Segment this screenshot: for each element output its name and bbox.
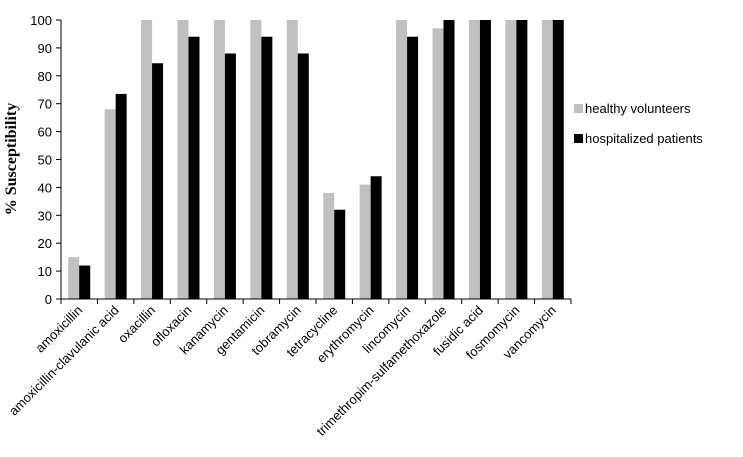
bar-hospitalized-patients bbox=[516, 20, 528, 299]
bar-healthy-volunteers bbox=[286, 20, 298, 299]
bar-healthy-volunteers bbox=[177, 20, 189, 299]
y-tick-label: 10 bbox=[38, 264, 52, 279]
bar-healthy-volunteers bbox=[323, 192, 335, 299]
bar-healthy-volunteers bbox=[541, 20, 553, 299]
bar-hospitalized-patients bbox=[297, 53, 309, 300]
bar-healthy-volunteers bbox=[505, 20, 517, 299]
bar-healthy-volunteers bbox=[250, 20, 262, 299]
y-tick-label: 20 bbox=[38, 236, 52, 251]
y-tick-label: 40 bbox=[38, 180, 52, 195]
bar-healthy-volunteers bbox=[359, 184, 371, 299]
bar-healthy-volunteers bbox=[104, 109, 116, 299]
bar-healthy-volunteers bbox=[468, 20, 480, 299]
y-tick-label: 80 bbox=[38, 69, 52, 84]
y-tick-label: 30 bbox=[38, 208, 52, 223]
bars bbox=[68, 20, 564, 300]
bar-hospitalized-patients bbox=[552, 20, 564, 299]
y-tick-label: 0 bbox=[45, 292, 52, 307]
bar-hospitalized-patients bbox=[334, 209, 346, 299]
bar-hospitalized-patients bbox=[443, 20, 455, 299]
bar-hospitalized-patients bbox=[224, 53, 236, 300]
bar-hospitalized-patients bbox=[407, 36, 419, 300]
legend-swatch bbox=[574, 134, 583, 143]
legend-label: healthy volunteers bbox=[585, 101, 691, 116]
y-tick-label: 60 bbox=[38, 125, 52, 140]
bar-healthy-volunteers bbox=[213, 20, 225, 299]
bar-hospitalized-patients bbox=[370, 176, 382, 299]
bar-hospitalized-patients bbox=[261, 36, 273, 300]
bar-healthy-volunteers bbox=[68, 257, 80, 299]
bar-hospitalized-patients bbox=[79, 265, 91, 299]
bar-hospitalized-patients bbox=[152, 63, 164, 300]
legend: healthy volunteers hospitalized patients bbox=[574, 101, 703, 146]
y-tick-label: 90 bbox=[38, 41, 52, 56]
bar-hospitalized-patients bbox=[115, 93, 127, 299]
bar-hospitalized-patients bbox=[188, 36, 200, 300]
y-tick-label: 70 bbox=[38, 97, 52, 112]
y-tick-label: 50 bbox=[38, 153, 52, 168]
bar-healthy-volunteers bbox=[141, 20, 153, 299]
bar-hospitalized-patients bbox=[479, 20, 491, 299]
y-axis-label: % Susceptibility bbox=[3, 103, 20, 215]
bar-healthy-volunteers bbox=[432, 28, 444, 300]
y-tick-label: 100 bbox=[30, 13, 52, 28]
legend-swatch bbox=[574, 104, 583, 113]
bar-healthy-volunteers bbox=[396, 20, 408, 299]
y-axis-ticks: 0 10 20 30 40 50 60 70 80 90 100 bbox=[30, 13, 572, 307]
legend-label: hospitalized patients bbox=[585, 131, 703, 146]
